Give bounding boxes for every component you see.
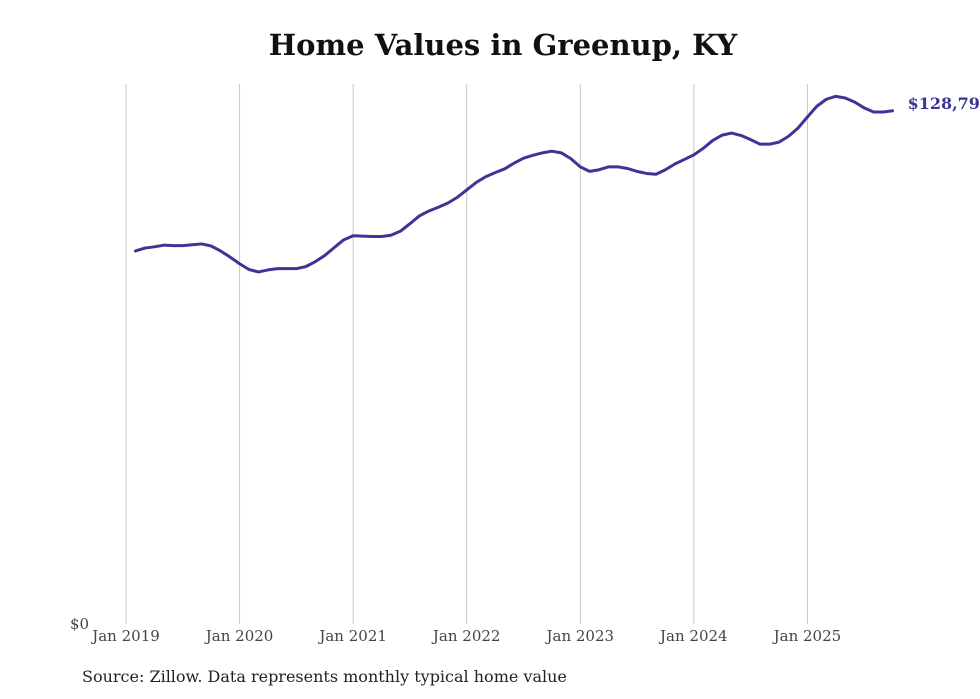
x-tick-label: Jan 2024 [658, 627, 728, 645]
x-tick-label: Jan 2019 [90, 627, 160, 645]
source-note: Source: Zillow. Data represents monthly … [82, 667, 567, 686]
x-tick-label: Jan 2025 [772, 627, 842, 645]
x-tick-label: Jan 2022 [431, 627, 501, 645]
chart-title: Home Values in Greenup, KY [268, 28, 738, 62]
series-line-home-value [133, 94, 895, 274]
x-tick-label: Jan 2020 [204, 627, 274, 645]
gridlines [125, 84, 808, 624]
x-tick-label: Jan 2023 [544, 627, 614, 645]
x-tick-label: Jan 2021 [317, 627, 387, 645]
end-value-label: $128,792 [908, 94, 980, 113]
x-axis-ticks: Jan 2019 Jan 2020 Jan 2021 Jan 2022 Jan 2023… [90, 627, 841, 645]
y-axis-zero-label: $0 [70, 615, 89, 633]
